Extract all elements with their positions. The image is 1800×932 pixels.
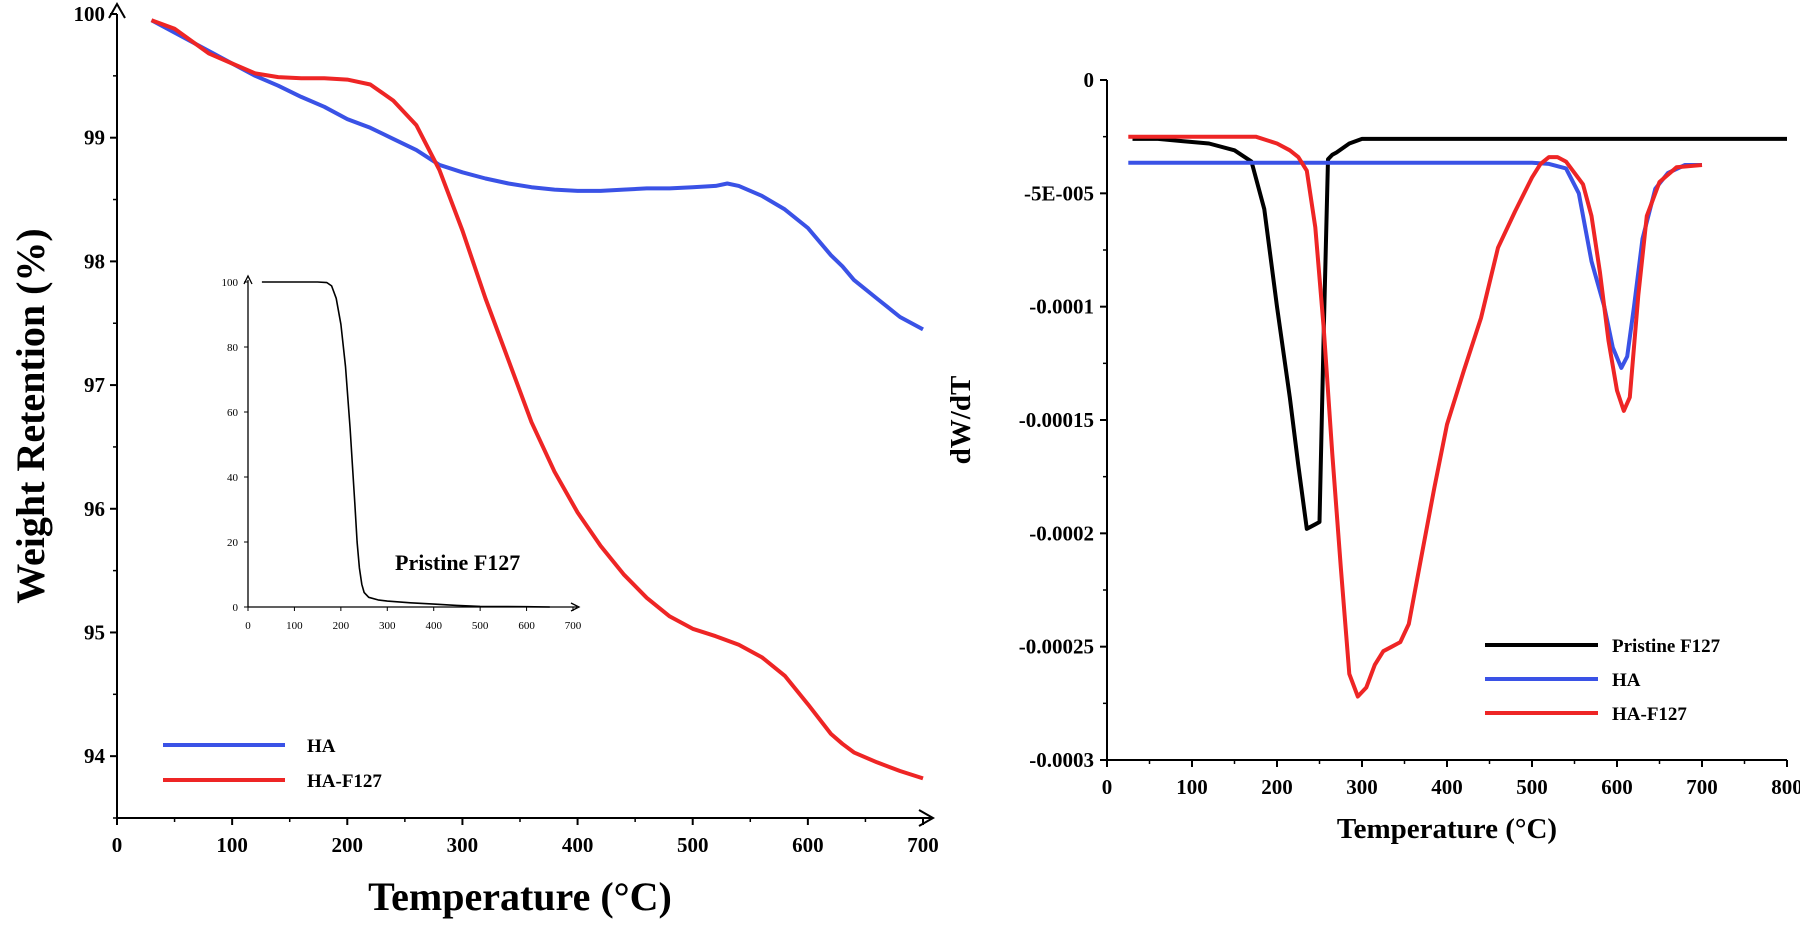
series-line-ha-f127	[150, 18, 924, 781]
right-y-tick-label: -5E-005	[1024, 181, 1094, 205]
right-x-axis-title: Temperature (°C)	[1337, 813, 1557, 845]
legend-label-ha-f127: HA-F127	[307, 771, 382, 792]
right-x-tick-label: 200	[1261, 775, 1293, 799]
inset-x-axis-arrow	[570, 602, 581, 612]
inset-x-tick-label: 600	[518, 620, 535, 632]
right-y-tick-label: -0.00015	[1019, 408, 1094, 432]
pristine-f127-inset-chart: 0 100 200 300 400 500 600 700 0 20 40 60 80 100 Pristi…	[222, 274, 582, 632]
inset-x-tick-label: 400	[425, 620, 442, 632]
inset-y-tick-label: 80	[227, 342, 239, 354]
right-x-tick-label: 300	[1346, 775, 1378, 799]
inset-x-tick-label: 200	[333, 620, 350, 632]
right-y-tick-label: -0.0002	[1029, 521, 1094, 545]
right-x-tick-label: 100	[1176, 775, 1208, 799]
y-tick-label: 98	[84, 249, 105, 273]
right-series-line-pristine-f127	[1132, 136, 1787, 531]
x-tick-label: 600	[792, 833, 824, 857]
right-series-line-ha	[1128, 160, 1702, 370]
right-x-tick-label: 600	[1601, 775, 1633, 799]
right-x-tick-label: 400	[1431, 775, 1463, 799]
y-tick-label: 100	[74, 2, 106, 26]
x-tick-label: 200	[332, 833, 364, 857]
inset-y-axis-arrow	[243, 274, 253, 285]
y-tick-label: 99	[84, 126, 105, 150]
inset-x-tick-label: 700	[565, 620, 582, 632]
right-x-tick-label: 0	[1102, 775, 1113, 799]
inset-y-tick-label: 0	[233, 602, 239, 614]
inset-title: Pristine F127	[395, 550, 520, 575]
right-x-tick-label: 800	[1771, 775, 1800, 799]
inset-x-tick-label: 300	[379, 620, 396, 632]
legend: HA HA-F127	[163, 736, 382, 792]
x-tick-label: 0	[112, 833, 123, 857]
y-tick-label: 94	[84, 744, 106, 768]
inset-x-tick-label: 0	[245, 620, 251, 632]
right-y-tick-label: -0.00025	[1019, 635, 1094, 659]
derivative-chart: 0 100 200 300 400 500 600 700 800 0 -5E-005 -0.0001…	[945, 68, 1800, 845]
y-tick-label: 96	[84, 497, 105, 521]
right-legend-label-ha: HA	[1612, 670, 1641, 691]
weight-retention-chart: 0 100 200 300 400 500 600 700949596979899100Tem…	[8, 1, 939, 919]
x-tick-label: 300	[447, 833, 479, 857]
right-legend: Pristine F127 HA HA-F127	[1485, 636, 1721, 725]
right-y-axis-title: dW/dT	[945, 376, 977, 465]
inset-x-tick-label: 500	[472, 620, 489, 632]
y-axis-title: Weight Retention (%)	[8, 228, 53, 604]
right-y-tick-label: 0	[1084, 68, 1095, 92]
right-legend-label-pristine-f127: Pristine F127	[1612, 636, 1721, 657]
series-line-ha	[150, 18, 924, 332]
y-tick-label: 95	[84, 620, 105, 644]
y-tick-label: 97	[84, 373, 105, 397]
right-y-tick-label: -0.0001	[1029, 295, 1094, 319]
right-legend-label-ha-f127: HA-F127	[1612, 704, 1687, 725]
inset-y-tick-label: 60	[227, 407, 239, 419]
x-tick-label: 700	[907, 833, 939, 857]
inset-y-tick-label: 100	[222, 277, 239, 289]
right-x-tick-label: 700	[1686, 775, 1718, 799]
right-y-tick-label: -0.0003	[1029, 748, 1094, 772]
x-tick-label: 500	[677, 833, 709, 857]
x-tick-label: 400	[562, 833, 594, 857]
inset-y-tick-label: 20	[227, 537, 239, 549]
right-series-line-ha-f127	[1128, 134, 1703, 699]
legend-label-ha: HA	[307, 736, 336, 757]
inset-series-line	[261, 281, 550, 608]
right-x-tick-label: 500	[1516, 775, 1548, 799]
x-tick-label: 100	[216, 833, 248, 857]
x-axis-title: Temperature (°C)	[368, 874, 672, 919]
inset-x-tick-label: 100	[286, 620, 303, 632]
inset-y-tick-label: 40	[227, 472, 239, 484]
